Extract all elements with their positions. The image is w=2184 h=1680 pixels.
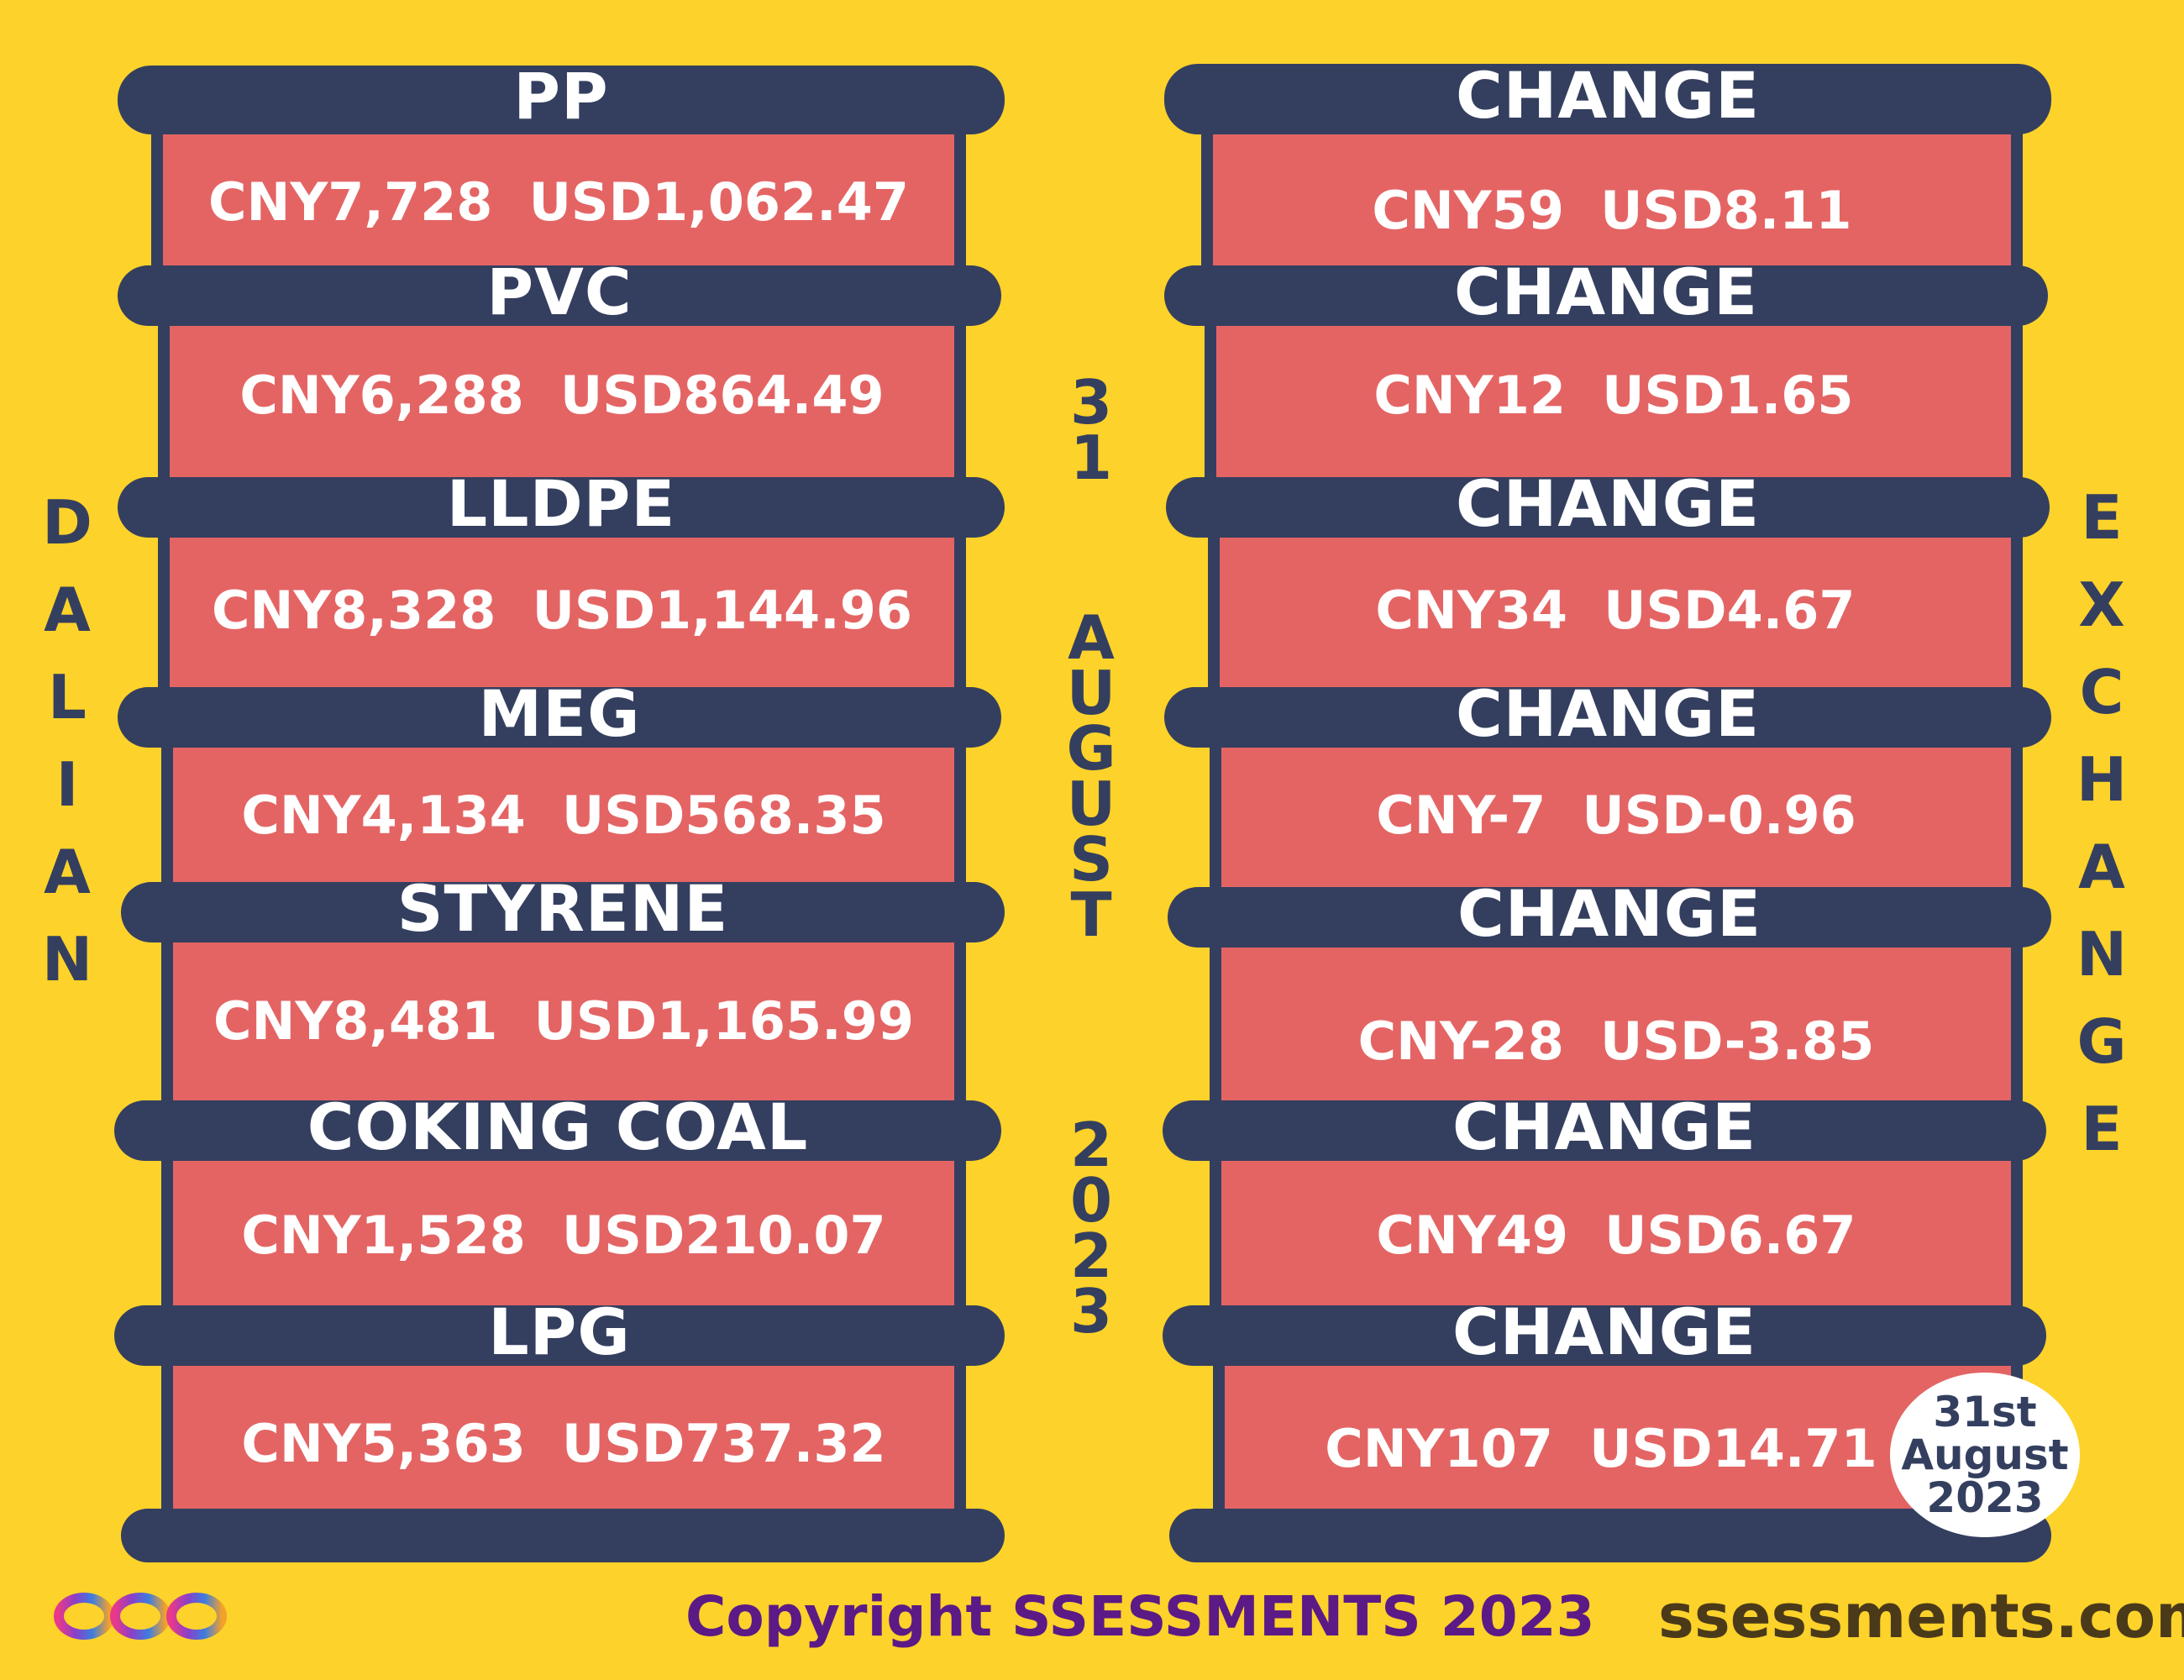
change-value-lldpe: CNY34 USD4.67 <box>1375 579 1856 641</box>
change-value-pp: CNY59 USD8.11 <box>1372 179 1852 241</box>
change-header-lldpe: CHANGE <box>1166 472 2050 538</box>
date-month-char: G <box>1066 713 1116 784</box>
exchange-letter: H <box>2076 744 2128 815</box>
dalian-vertical-label: D A L I A N <box>25 479 109 1003</box>
price-panel-meg: CNY4,134 USD568.35 <box>161 731 966 899</box>
change-header-pvc: CHANGE <box>1164 260 2048 326</box>
change-value-meg: CNY-7 USD-0.96 <box>1376 784 1856 846</box>
product-name-coking-coal: COKING COAL <box>307 1089 809 1164</box>
change-header-coking-coal: CHANGE <box>1163 1095 2046 1161</box>
product-header-coking-coal: COKING COAL <box>114 1095 1001 1161</box>
dalian-letter: D <box>42 487 92 558</box>
product-header-lpg: LPG <box>114 1300 1005 1366</box>
change-panel-lpg: CNY107 USD14.71 <box>1213 1351 2023 1536</box>
price-panel-pvc: CNY6,288 USD864.49 <box>158 311 966 479</box>
exchange-letter: N <box>2076 919 2128 990</box>
dalian-letter: A <box>44 837 91 907</box>
price-panel-coking-coal: CNY1,528 USD210.07 <box>161 1144 966 1326</box>
change-value-lpg: CNY107 USD14.71 <box>1325 1417 1877 1479</box>
change-panel-pvc: CNY12 USD1.65 <box>1205 311 2023 479</box>
date-year-char: 0 <box>1069 1165 1113 1236</box>
exchange-letter: C <box>2079 657 2124 727</box>
price-value-styrene: CNY8,481 USD1,165.99 <box>213 990 914 1052</box>
product-name-styrene: STYRENE <box>396 871 729 946</box>
date-month-char: U <box>1066 769 1116 839</box>
price-panel-lpg: CNY5,363 USD737.32 <box>161 1351 966 1536</box>
dalian-letter: N <box>41 924 93 995</box>
badge-month: August <box>1901 1430 2069 1479</box>
product-header-meg: MEG <box>118 682 1001 748</box>
change-value-styrene: CNY-28 USD-3.85 <box>1357 1010 1875 1072</box>
change-label-pvc: CHANGE <box>1453 255 1759 329</box>
date-year-vertical: 2 0 2 3 <box>1049 1110 1133 1347</box>
change-panel-lldpe: CNY34 USD4.67 <box>1208 522 2023 697</box>
price-value-lldpe: CNY8,328 USD1,144.96 <box>212 579 912 641</box>
exchange-letter: E <box>2081 1094 2123 1164</box>
product-header-styrene: STYRENE <box>121 877 1005 942</box>
exchange-vertical-label: E X C H A N G E <box>2060 474 2144 1173</box>
exchange-letter: X <box>2078 570 2125 640</box>
date-day-char: 1 <box>1069 423 1113 493</box>
change-value-coking-coal: CNY49 USD6.67 <box>1376 1204 1856 1266</box>
dalian-letter: A <box>44 575 91 645</box>
date-day-vertical: 3 1 <box>1049 367 1133 493</box>
price-value-meg: CNY4,134 USD568.35 <box>241 784 886 846</box>
change-header-meg: CHANGE <box>1164 682 2051 748</box>
change-label-coking-coal: CHANGE <box>1452 1089 1757 1164</box>
date-year-char: 3 <box>1069 1276 1113 1347</box>
change-label-meg: CHANGE <box>1455 676 1761 751</box>
price-value-pp: CNY7,728 USD1,062.47 <box>208 171 909 233</box>
product-name-pp: PP <box>513 59 609 134</box>
change-panel-coking-coal: CNY49 USD6.67 <box>1210 1144 2023 1326</box>
right-column-footer-bar <box>1169 1509 2051 1562</box>
product-header-lldpe: LLDPE <box>118 472 1005 538</box>
change-header-pp: CHANGE <box>1164 64 2051 134</box>
badge-day: 31st <box>1933 1387 2037 1436</box>
change-panel-meg: CNY-7 USD-0.96 <box>1210 731 2023 899</box>
product-name-lpg: LPG <box>488 1294 631 1369</box>
date-month-char: U <box>1066 658 1116 728</box>
date-month-vertical: A U G U S T <box>1049 602 1133 950</box>
product-name-lldpe: LLDPE <box>446 466 676 541</box>
product-name-meg: MEG <box>478 676 641 751</box>
change-label-lldpe: CHANGE <box>1455 466 1761 541</box>
product-header-pp: PP <box>118 59 1005 134</box>
price-panel-styrene: CNY8,481 USD1,165.99 <box>161 924 966 1117</box>
change-label-lpg: CHANGE <box>1452 1294 1757 1369</box>
price-panel-lldpe: CNY8,328 USD1,144.96 <box>158 522 966 697</box>
price-value-pvc: CNY6,288 USD864.49 <box>239 364 885 426</box>
date-year-char: 2 <box>1069 1110 1113 1180</box>
date-month-char: T <box>1070 879 1112 950</box>
date-badge: 31st August 2023 <box>1890 1373 2080 1537</box>
date-year-char: 2 <box>1069 1221 1113 1291</box>
change-label-pp: CHANGE <box>1455 58 1761 133</box>
date-month-char: A <box>1068 602 1115 673</box>
change-panel-pp: CNY59 USD8.11 <box>1201 118 2023 286</box>
exchange-letter: A <box>2078 832 2125 902</box>
badge-year: 2023 <box>1926 1473 2044 1522</box>
price-value-lpg: CNY5,363 USD737.32 <box>241 1412 886 1474</box>
copyright-text: Copyright SSESSMENTS 2023 <box>685 1584 1595 1649</box>
website-link[interactable]: ssessments.com <box>1658 1581 2184 1651</box>
left-column-footer-bar <box>121 1509 1005 1562</box>
change-label-styrene: CHANGE <box>1457 876 1762 951</box>
change-header-styrene: CHANGE <box>1168 882 2051 948</box>
date-day-char: 3 <box>1069 367 1113 438</box>
exchange-letter: E <box>2081 482 2123 553</box>
exchange-letter: G <box>2076 1006 2127 1077</box>
change-value-pvc: CNY12 USD1.65 <box>1373 364 1854 426</box>
price-value-coking-coal: CNY1,528 USD210.07 <box>241 1204 886 1266</box>
change-panel-styrene: CNY-28 USD-3.85 <box>1210 924 2023 1117</box>
infinity-loops-logo-icon <box>54 1593 227 1640</box>
product-name-pvc: PVC <box>486 255 633 329</box>
change-header-lpg: CHANGE <box>1163 1300 2046 1366</box>
date-month-char: S <box>1069 824 1113 895</box>
product-header-pvc: PVC <box>118 260 1001 326</box>
price-panel-pp: CNY7,728 USD1,062.47 <box>151 118 966 286</box>
dalian-letter: L <box>48 662 87 732</box>
dalian-letter: I <box>55 749 79 820</box>
